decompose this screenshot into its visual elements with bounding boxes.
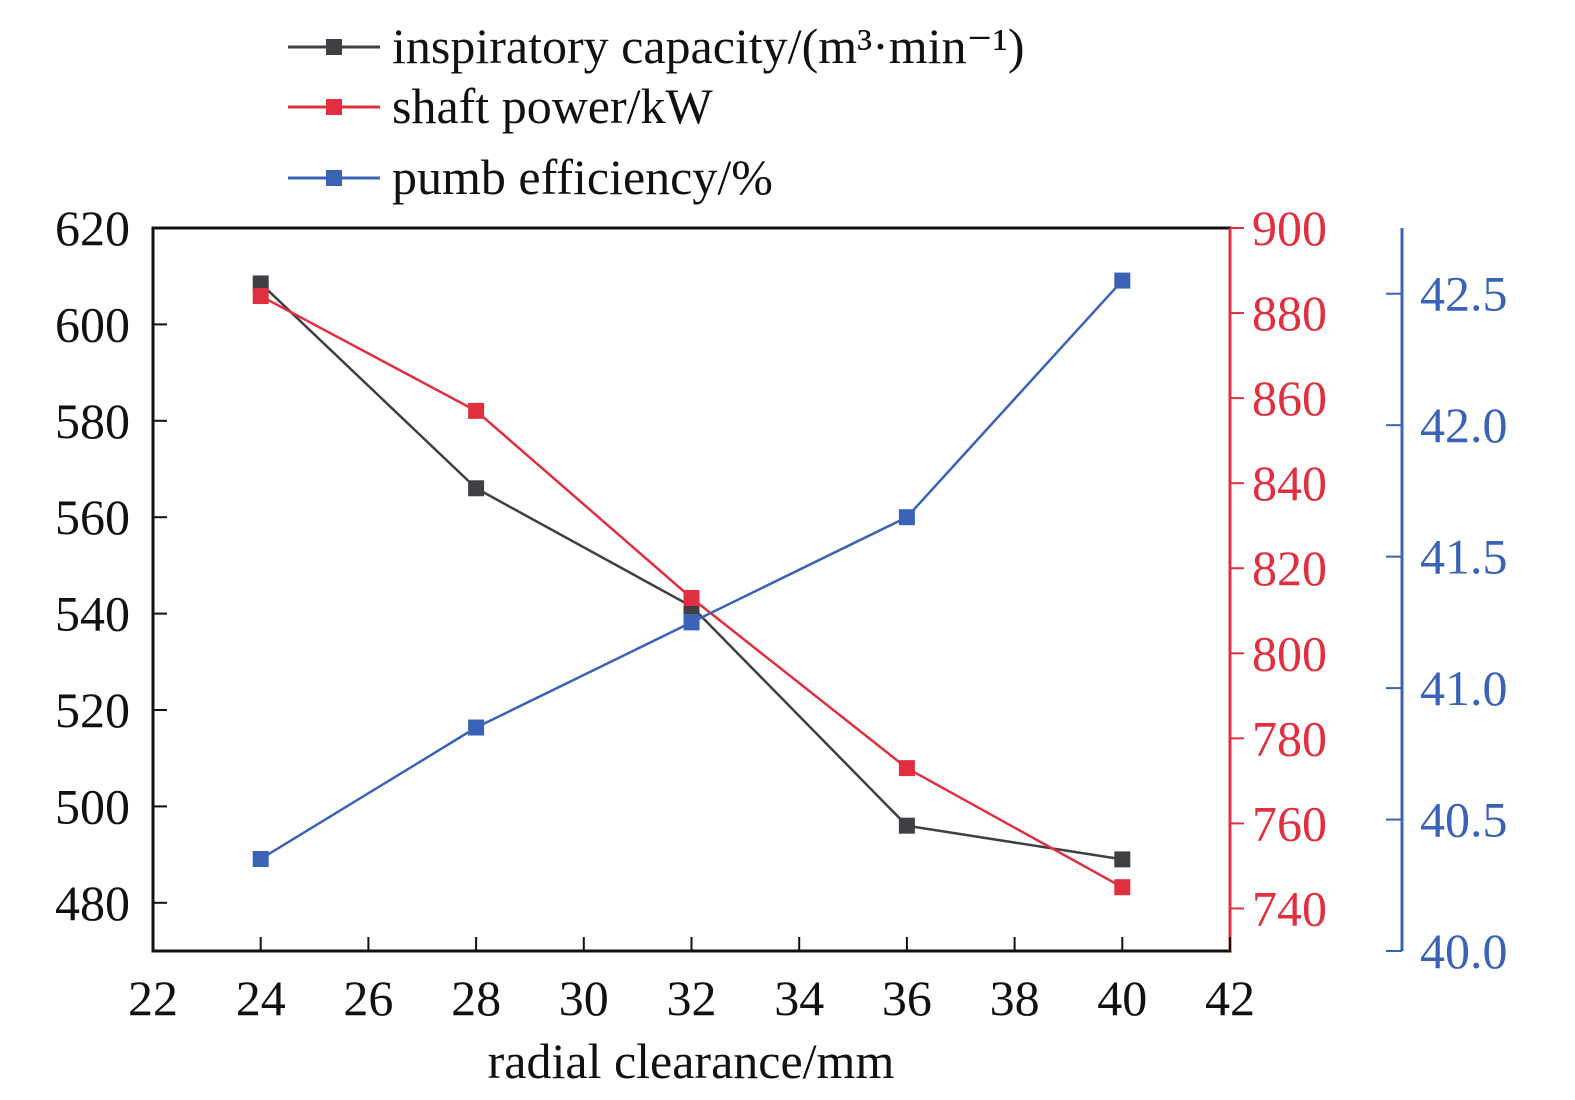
series-3-marker (468, 720, 484, 736)
right2-y-tick-label: 40.0 (1420, 923, 1508, 979)
series-line-3 (261, 281, 1123, 859)
right-y-tick-label: 840 (1252, 455, 1327, 511)
right-y-tick-label: 900 (1252, 200, 1327, 256)
x-tick-label: 32 (667, 970, 717, 1026)
series-2-marker (253, 288, 269, 304)
right2-y-tick-label: 40.5 (1420, 792, 1508, 848)
legend-marker-3 (326, 170, 342, 186)
series-layer (253, 273, 1131, 896)
series-2-marker (1114, 879, 1130, 895)
right-y-tick-label: 860 (1252, 370, 1327, 426)
series-1-marker (899, 818, 915, 834)
x-tick-label: 22 (128, 970, 178, 1026)
right2-y-axis: 40.0 40.5 41.0 41.5 42.0 42.5 (1386, 266, 1508, 979)
legend: inspiratory capacity/(m³·min⁻¹)shaft pow… (288, 18, 1025, 205)
x-tick-label: 34 (774, 970, 824, 1026)
right-y-tick-label: 820 (1252, 540, 1327, 596)
left-y-tick-label: 520 (55, 682, 130, 738)
series-1-marker (468, 480, 484, 496)
legend-label-1: inspiratory capacity/(m³·min⁻¹) (392, 18, 1025, 74)
series-3-marker (899, 509, 915, 525)
right-y-axis: 740 760 780 800 820 840 860 880 900 (1230, 200, 1327, 936)
x-tick-label: 38 (990, 970, 1040, 1026)
x-tick-label: 30 (559, 970, 609, 1026)
left-y-tick-label: 560 (55, 489, 130, 545)
x-tick-label: 24 (236, 970, 286, 1026)
left-y-tick-label: 500 (55, 778, 130, 834)
right-y-tick-label: 780 (1252, 710, 1327, 766)
x-tick-label: 36 (882, 970, 932, 1026)
left-y-tick-label: 620 (55, 200, 130, 256)
right2-y-tick-label: 41.5 (1420, 529, 1508, 585)
series-2-marker (899, 760, 915, 776)
left-y-tick-label: 480 (55, 875, 130, 931)
left-y-tick-label: 600 (55, 296, 130, 352)
right2-y-tick-label: 42.0 (1420, 397, 1508, 453)
x-tick-label: 40 (1097, 970, 1147, 1026)
series-3-marker (1114, 273, 1130, 289)
series-2-marker (468, 403, 484, 419)
right2-y-tick-label: 41.0 (1420, 660, 1508, 716)
right-y-tick-label: 760 (1252, 795, 1327, 851)
x-tick-label: 42 (1205, 970, 1255, 1026)
series-line-1 (261, 283, 1123, 859)
chart: 22 24 26 28 30 32 34 36 38 40 42 480 500 520 540 560 58… (0, 0, 1575, 1100)
right-y-tick-label: 740 (1252, 880, 1327, 936)
left-y-axis: 480 500 520 540 560 580 600 620 (55, 200, 167, 931)
right2-y-tick-label: 42.5 (1420, 266, 1508, 322)
legend-marker-1 (326, 39, 342, 55)
x-tick-label: 28 (451, 970, 501, 1026)
legend-label-2: shaft power/kW (392, 78, 714, 134)
series-3-marker (253, 851, 269, 867)
right-y-tick-label: 800 (1252, 625, 1327, 681)
series-1-marker (1114, 851, 1130, 867)
left-y-tick-label: 540 (55, 586, 130, 642)
legend-label-3: pumb efficiency/% (392, 149, 773, 205)
left-y-tick-label: 580 (55, 393, 130, 449)
series-3-marker (684, 614, 700, 630)
right-y-tick-label: 880 (1252, 285, 1327, 341)
series-2-marker (684, 590, 700, 606)
x-tick-label: 26 (343, 970, 393, 1026)
legend-marker-2 (326, 99, 342, 115)
x-axis-title: radial clearance/mm (488, 1033, 895, 1089)
plot-frame (153, 228, 1230, 951)
